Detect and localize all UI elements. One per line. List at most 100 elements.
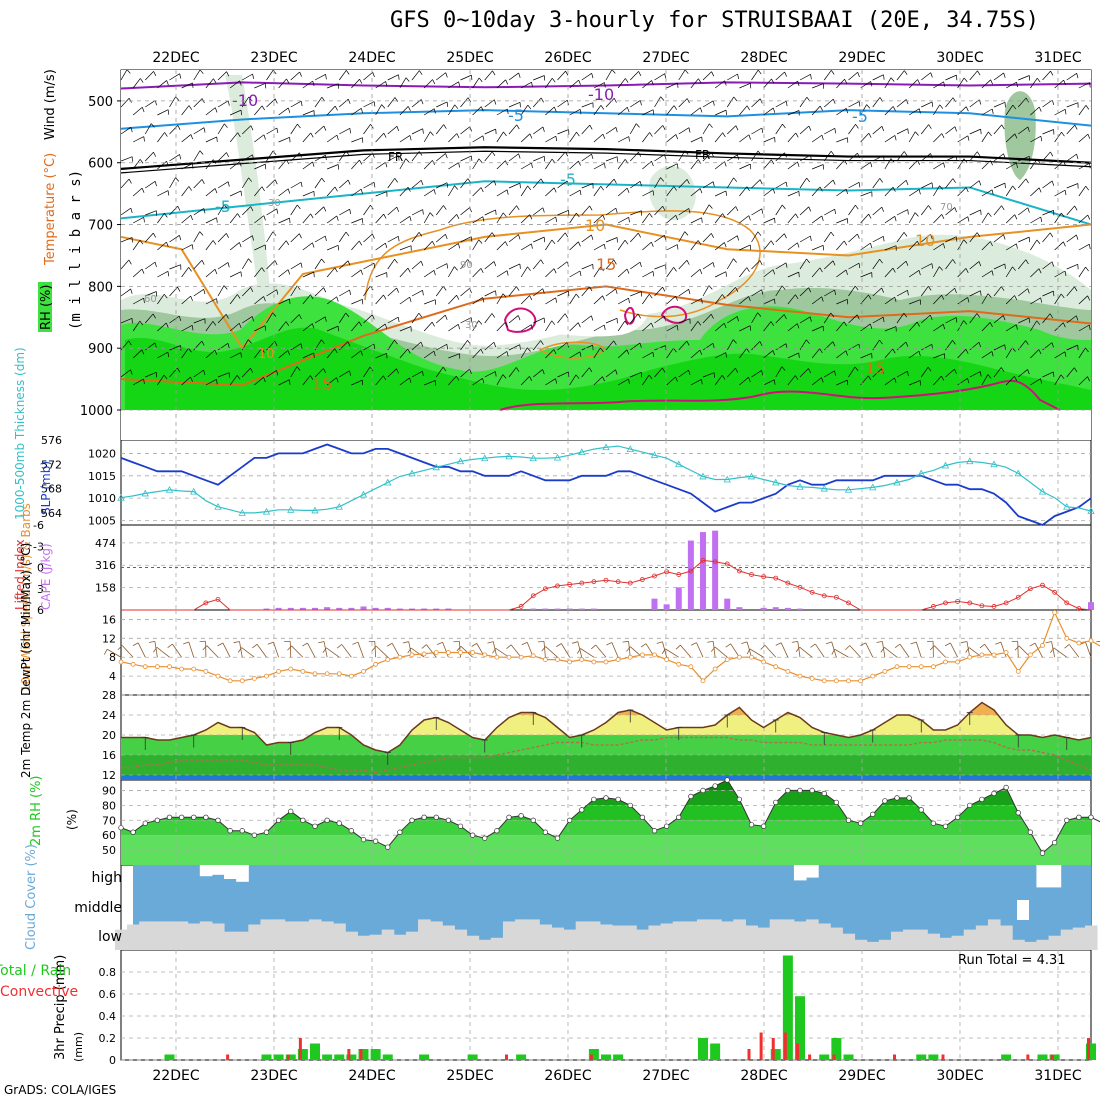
wind-barb xyxy=(981,108,993,116)
wind-barb xyxy=(628,136,630,142)
wind-barb xyxy=(759,341,763,346)
wind-barb xyxy=(678,288,689,297)
wind-barb xyxy=(254,215,265,224)
wind-barb xyxy=(383,294,387,300)
wind-barb xyxy=(933,294,942,305)
wind-barb xyxy=(531,162,533,168)
wind-barb xyxy=(445,72,448,78)
wind-barb xyxy=(121,178,130,189)
wind-barb xyxy=(181,347,189,359)
wind-barb xyxy=(1087,295,1091,301)
wind-barb xyxy=(845,269,848,275)
wind-barb xyxy=(836,159,845,170)
wind-barb xyxy=(896,260,907,270)
data-point xyxy=(724,657,730,662)
data-point xyxy=(821,790,827,797)
data-point xyxy=(591,579,597,585)
wind-barb xyxy=(1042,232,1051,243)
wind-barb xyxy=(551,239,556,245)
wind-barb xyxy=(254,267,263,278)
wind-barb xyxy=(981,322,991,332)
wind-barb xyxy=(739,163,751,170)
precip-total-bar xyxy=(710,1043,721,1060)
data-point xyxy=(165,485,174,493)
wind-barb xyxy=(848,124,856,135)
data-point xyxy=(991,652,997,658)
wind-barb xyxy=(1090,187,1091,188)
wind-barb xyxy=(775,152,785,162)
wind-barb xyxy=(581,124,591,135)
time-label: 26DEC xyxy=(544,1068,591,1084)
wind-barb xyxy=(957,187,967,197)
wind-barb xyxy=(577,322,581,328)
data-point xyxy=(385,657,391,662)
wind-barb xyxy=(553,349,557,355)
wind-barb xyxy=(285,240,290,246)
wind-barb xyxy=(712,262,715,268)
wind-barb xyxy=(848,366,856,378)
wind-barb xyxy=(323,287,327,293)
wind-barb xyxy=(698,78,702,84)
wind-barb xyxy=(399,326,412,332)
wind-barb xyxy=(763,136,775,143)
wind-barb xyxy=(836,321,845,332)
data-point xyxy=(700,787,706,794)
wind-barb xyxy=(589,124,593,130)
wind-barb xyxy=(242,316,253,324)
wind-barb xyxy=(666,186,675,197)
wind-barb xyxy=(714,352,726,359)
wind-barb xyxy=(205,379,217,386)
wind-barb xyxy=(569,189,581,197)
wind-barb xyxy=(690,269,701,278)
wind-barb xyxy=(615,127,618,133)
wind-barb xyxy=(478,320,483,325)
wind-barb xyxy=(237,294,241,299)
wind-barb xyxy=(480,268,484,273)
wind-barb xyxy=(933,104,941,116)
wind-barb xyxy=(678,318,691,324)
wind-barb xyxy=(312,242,315,248)
wind-barb xyxy=(145,371,157,378)
data-point xyxy=(747,472,756,480)
wind-barb xyxy=(520,133,531,143)
wind-barb xyxy=(233,641,240,644)
wind-barb xyxy=(405,158,410,163)
wind-barb xyxy=(710,314,714,319)
wind-barb xyxy=(167,352,170,358)
wind-barb xyxy=(460,646,473,658)
wind-barb xyxy=(229,132,238,143)
data-point xyxy=(809,787,815,794)
wind-barb xyxy=(150,123,155,128)
wind-barb xyxy=(121,288,131,297)
wind-barb xyxy=(1063,160,1066,166)
wind-barb xyxy=(520,243,532,251)
wind-barb xyxy=(688,370,691,376)
wind-barb xyxy=(399,135,411,143)
data-point xyxy=(166,814,173,820)
wind-barb xyxy=(214,188,218,194)
wind-barb xyxy=(1017,97,1027,108)
wind-barb xyxy=(139,159,144,164)
wind-barb xyxy=(153,71,157,76)
wind-barb xyxy=(298,314,302,320)
wind-barb xyxy=(557,290,569,297)
wind-barb xyxy=(617,78,626,89)
wind-barb xyxy=(1090,160,1091,161)
wind-barb xyxy=(675,215,678,221)
wind-barb xyxy=(217,181,229,189)
wind-barb xyxy=(423,131,431,143)
precip-total-bar xyxy=(782,955,793,1060)
wind-barb xyxy=(763,188,774,197)
wind-barb xyxy=(811,296,822,305)
wind-barb xyxy=(824,370,835,378)
wind-barb xyxy=(739,325,751,332)
wind-barb xyxy=(883,74,885,80)
wind-barb xyxy=(436,641,443,645)
wind-barb xyxy=(446,263,448,269)
wind-barb xyxy=(130,127,133,133)
wind-barb xyxy=(662,286,666,292)
wind-barb xyxy=(181,376,191,386)
time-label: 25DEC xyxy=(446,50,493,66)
wind-barb xyxy=(1036,158,1041,164)
